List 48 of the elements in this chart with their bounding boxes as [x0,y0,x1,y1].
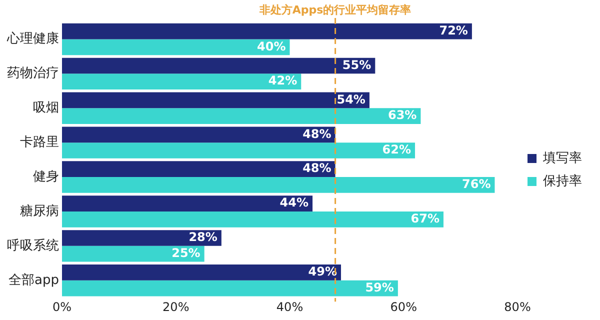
data-label: 55% [342,58,372,72]
y-tick-label: 药物治疗 [7,66,59,82]
data-label: 76% [462,177,491,192]
y-tick-label: 全部app [8,272,59,288]
bar [62,126,336,143]
x-tick-label: 0% [52,300,72,314]
data-label: 63% [388,108,417,122]
data-label: 49% [308,264,337,279]
data-label: 44% [280,196,309,210]
x-tick-label: 20% [162,300,190,314]
bar [62,39,290,56]
bar [62,142,416,158]
bar [62,230,222,246]
y-tick-label: 卡路里 [20,134,59,150]
ref-line-label: 非处方Apps的行业平均留存率 [258,3,412,16]
data-label: 40% [257,39,286,54]
y-tick-label: 呼吸系统 [7,238,59,254]
legend-label: 保持率 [543,172,582,189]
bar [62,280,398,296]
y-tick-label: 健身 [33,169,59,184]
data-label: 25% [172,246,200,260]
bar [62,161,336,178]
x-tick-label: 40% [276,300,304,314]
legend-label: 填写率 [542,150,582,166]
bar [62,211,444,228]
bar [62,264,341,280]
bar [62,246,204,262]
data-label: 42% [268,74,298,88]
y-tick-label: 心理健康 [6,30,59,47]
data-label: 72% [439,23,468,38]
bar [62,23,472,40]
data-label: 59% [365,280,394,294]
bar [62,177,495,193]
data-label: 48% [302,161,332,176]
data-label: 67% [410,212,440,226]
bar [62,92,370,108]
x-tick-label: 80% [504,300,531,314]
data-label: 28% [188,230,218,244]
bar [62,58,376,74]
bar [62,108,421,124]
bar [62,74,302,90]
y-tick-label: 糖尿病 [20,204,59,219]
y-tick-label: 吸烟 [33,100,59,116]
data-label: 48% [302,126,332,141]
data-label: 62% [382,142,412,157]
bar [62,196,313,212]
x-tick-label: 60% [390,300,417,314]
data-label: 54% [336,92,366,106]
